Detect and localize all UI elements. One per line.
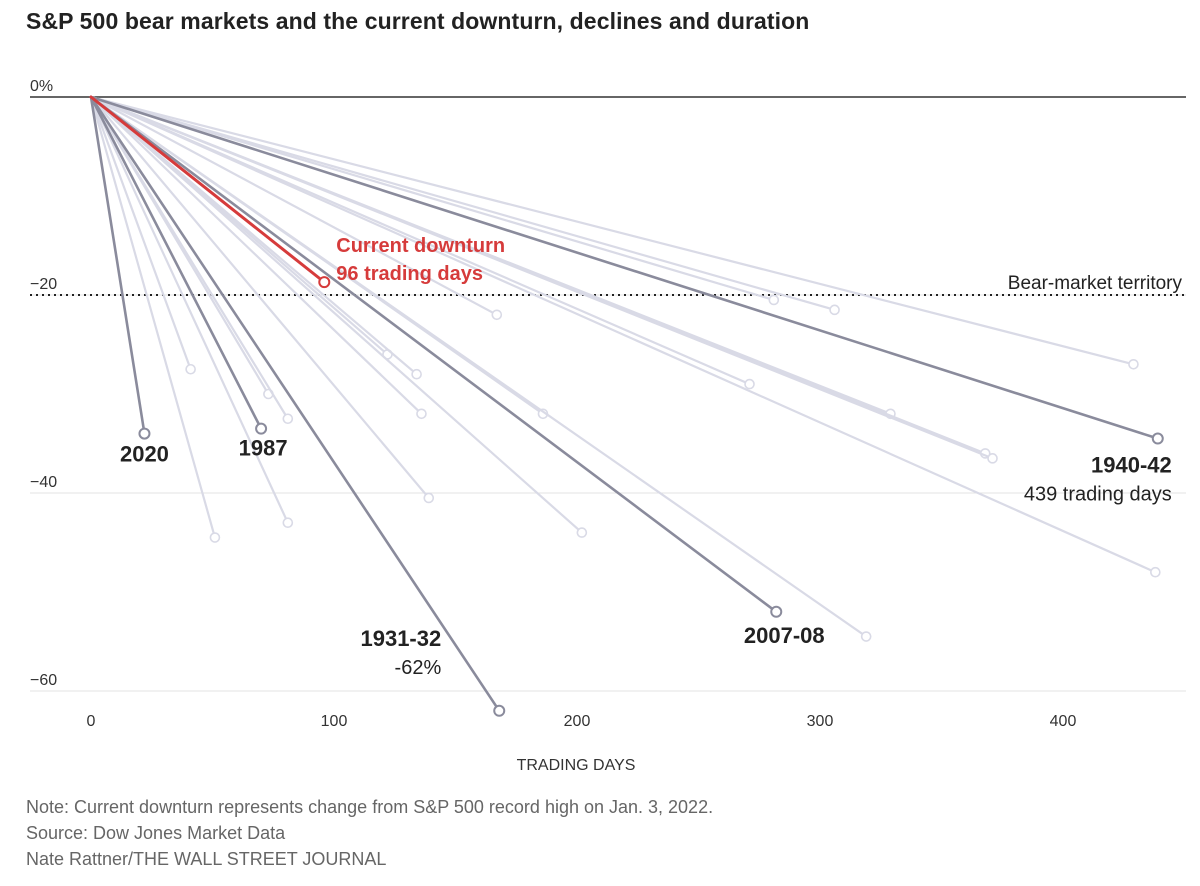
series-2020-line <box>89 95 146 435</box>
series-current-downturn-line <box>89 95 326 284</box>
series-bear-market-10-line <box>89 95 289 524</box>
series-bear-market-20-line <box>89 95 836 311</box>
series-1987-endpoint <box>255 422 268 435</box>
series-2007-08-label: 2007-08 <box>744 623 825 648</box>
y-tick-label: −40 <box>30 474 57 491</box>
series-1931-32-label: -62% <box>395 657 442 679</box>
series-2007-08-line <box>89 95 778 614</box>
series-labels: Bear-market territory Current downturn 96 … <box>120 235 1183 679</box>
series-bear-market-6-endpoint <box>185 363 196 375</box>
series-1931-32-label: 1931-32 <box>360 626 441 651</box>
series-bear-market-26-line <box>89 95 1157 574</box>
chart-notes: Note: Current downturn represents change… <box>26 794 713 872</box>
series-bear-market-17-endpoint <box>576 527 588 538</box>
axes: 0% −20 −40 −60 0 100 200 300 400 TRADING DAYS <box>30 78 1076 774</box>
series-bear-market-13-endpoint <box>416 408 427 420</box>
series-current-downturn-endpoint <box>318 276 331 289</box>
series-bear-market-15-line <box>89 95 498 316</box>
x-tick-label: 100 <box>321 713 348 730</box>
series-bear-market-12-endpoint <box>411 368 422 380</box>
highlighted-bear-markets <box>89 95 1164 717</box>
y-tick-label: −60 <box>30 672 57 689</box>
credit-text: Nate Rattner/THE WALL STREET JOURNAL <box>26 849 387 869</box>
y-tick-label: 0% <box>30 78 53 95</box>
series-bear-market-21-line <box>89 95 868 638</box>
series-1940-42-endpoint <box>1151 432 1164 445</box>
y-tick-label: −20 <box>30 276 57 293</box>
series-1940-42-label: 1940-42 <box>1091 453 1172 478</box>
series-bear-market-26-endpoint <box>1150 566 1161 578</box>
series-bear-market-19-endpoint <box>768 294 780 306</box>
series-bear-market-14-line <box>89 95 430 500</box>
series-current-downturn-label: Current downturn <box>336 235 505 257</box>
note-text: Note: Current downturn represents change… <box>26 797 714 817</box>
series-bear-market-25-endpoint <box>1128 358 1139 370</box>
series-current-downturn-label: 96 trading days <box>336 263 483 285</box>
series-1940-42-line <box>89 95 1160 440</box>
series-2007-08-endpoint <box>770 605 783 618</box>
series-bear-market-9-line <box>89 95 289 420</box>
series-bear-market-12-line <box>89 95 418 376</box>
series-bear-market-14-endpoint <box>423 492 435 504</box>
series-bear-market-10-endpoint <box>282 517 294 529</box>
current-downturn <box>89 95 331 289</box>
series-bear-market-20-endpoint <box>829 304 840 316</box>
bear-market-threshold-label: Bear-market territory <box>1008 273 1183 294</box>
series-bear-market-25-line <box>89 95 1135 366</box>
x-tick-label: 0 <box>87 713 96 730</box>
series-1931-32-line <box>89 95 501 713</box>
x-axis-label: TRADING DAYS <box>517 757 636 774</box>
series-bear-market-6-line <box>89 95 192 371</box>
x-tick-label: 300 <box>807 713 834 730</box>
series-1987-line <box>89 95 263 430</box>
x-tick-label: 200 <box>564 713 591 730</box>
series-bear-market-13-line <box>89 95 423 415</box>
series-bear-market-17-line <box>89 95 583 534</box>
series-2020-label: 2020 <box>120 442 169 467</box>
series-bear-market-7-line <box>89 95 217 539</box>
x-tick-label: 400 <box>1050 713 1077 730</box>
bear-market-chart: Bear-market territory Current downturn 96 … <box>30 78 1186 774</box>
series-2020-endpoint <box>138 427 151 440</box>
series-bear-market-7-endpoint <box>209 532 221 543</box>
other-bear-markets <box>89 95 1161 642</box>
series-1931-32-endpoint <box>493 704 506 717</box>
series-bear-market-18-endpoint <box>744 378 755 390</box>
series-bear-market-19-line <box>89 95 775 302</box>
source-text: Source: Dow Jones Market Data <box>26 823 286 843</box>
series-bear-market-21-endpoint <box>860 631 872 642</box>
series-1987-label: 1987 <box>239 436 288 461</box>
series-bear-market-24-endpoint <box>987 453 998 464</box>
chart-title: S&P 500 bear markets and the current dow… <box>26 8 810 34</box>
series-bear-market-24-line <box>89 95 994 460</box>
series-1940-42-label: 439 trading days <box>1024 484 1172 506</box>
series-bear-market-9-endpoint <box>282 413 294 425</box>
series-bear-market-15-endpoint <box>491 309 503 321</box>
